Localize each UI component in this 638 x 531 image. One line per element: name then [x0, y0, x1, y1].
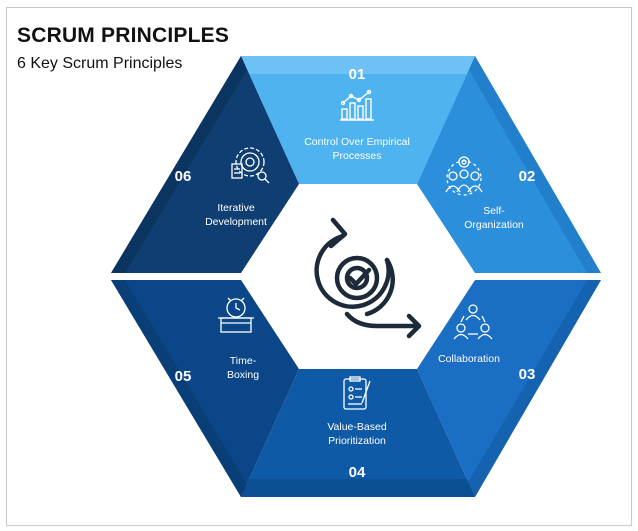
target-gear-icon [231, 147, 270, 184]
segment-02-number: 02 [519, 168, 536, 185]
segment-06-shape [111, 56, 299, 273]
segment-04-label-line-2: Prioritization [328, 435, 386, 447]
segment-02-label-line-2: Organization [464, 219, 524, 231]
segment-02-shape [417, 56, 601, 273]
page-subtitle: 6 Key Scrum Principles [17, 55, 183, 72]
principle-segment-03: Collaboration 03 [417, 280, 601, 497]
segment-02-shade [469, 56, 601, 273]
principle-segment-04: Value-Based Prioritization 04 [241, 369, 475, 497]
segment-04-shape [241, 369, 475, 497]
segment-01-label-line-1: Control Over Empirical [304, 136, 410, 148]
segment-01-label-line-2: Processes [332, 150, 381, 162]
principle-segment-05: Time- Boxing 05 [111, 280, 299, 497]
segment-03-number: 03 [519, 366, 536, 383]
principle-segment-01: 01 Control Over Empirical Processes [241, 56, 475, 184]
segment-06-shade [111, 56, 247, 273]
clipboard-list-icon [343, 376, 371, 410]
line-chart-icon [340, 89, 374, 121]
segment-03-label-line-1: Collaboration [438, 353, 500, 365]
segment-05-number: 05 [175, 368, 192, 385]
page-title: SCRUM PRINCIPLES [17, 24, 230, 47]
segment-05-label-line-2: Boxing [227, 369, 259, 381]
principle-segment-06: 06 Iterative Development [111, 56, 299, 273]
segment-05-shade [111, 280, 247, 497]
segment-05-shape [111, 280, 299, 497]
segment-01-number: 01 [349, 66, 366, 83]
segment-04-label-line-1: Value-Based [327, 421, 387, 433]
segment-01-shade [241, 56, 475, 74]
segment-04-number: 04 [349, 464, 366, 481]
slide: SCRUM PRINCIPLES 6 Key Scrum Principles … [6, 7, 632, 526]
team-gear-icon [445, 156, 483, 196]
people-cycle-icon [453, 304, 493, 340]
cycle-check-icon [314, 217, 422, 339]
scrum-hexagon-diagram: 01 Control Over Empirical Processes 02 [111, 56, 601, 497]
segment-06-label-line-1: Iterative [217, 202, 255, 214]
segment-06-label-line-2: Development [205, 216, 267, 228]
segment-02-label-line-1: Self- [483, 205, 505, 217]
segment-05-label-line-1: Time- [230, 355, 257, 367]
alarm-clock-box-icon [218, 297, 254, 333]
principle-segment-02: 02 Self- Organization [417, 56, 601, 273]
segment-03-shade [467, 280, 601, 497]
segment-04-shade [241, 479, 475, 497]
segment-06-number: 06 [175, 168, 192, 185]
